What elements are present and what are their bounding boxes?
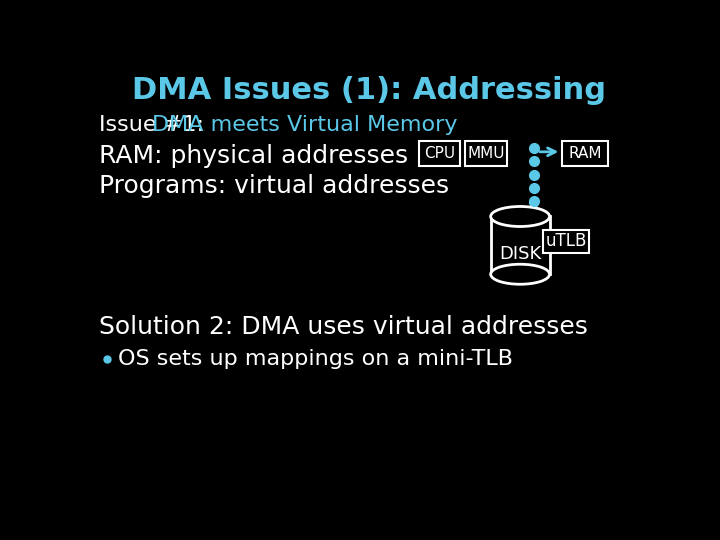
Text: uTLB: uTLB — [545, 232, 587, 250]
FancyBboxPatch shape — [418, 141, 461, 166]
Text: CPU: CPU — [424, 146, 455, 161]
FancyBboxPatch shape — [543, 230, 589, 253]
Text: DMA meets Virtual Memory: DMA meets Virtual Memory — [152, 115, 457, 135]
Ellipse shape — [490, 264, 549, 284]
Text: MMU: MMU — [467, 146, 505, 161]
FancyBboxPatch shape — [465, 141, 507, 166]
Text: DMA Issues (1): Addressing: DMA Issues (1): Addressing — [132, 76, 606, 105]
Text: Programs: virtual addresses: Programs: virtual addresses — [99, 174, 449, 199]
Text: OS sets up mappings on a mini-TLB: OS sets up mappings on a mini-TLB — [118, 349, 513, 369]
Ellipse shape — [490, 206, 549, 226]
Text: RAM: physical addresses: RAM: physical addresses — [99, 144, 408, 167]
FancyBboxPatch shape — [562, 141, 608, 166]
Text: RAM: RAM — [569, 146, 602, 161]
Text: DISK: DISK — [499, 245, 541, 263]
Text: Issue #1:: Issue #1: — [99, 115, 212, 135]
Text: Solution 2: DMA uses virtual addresses: Solution 2: DMA uses virtual addresses — [99, 315, 588, 339]
Bar — [490, 217, 549, 274]
